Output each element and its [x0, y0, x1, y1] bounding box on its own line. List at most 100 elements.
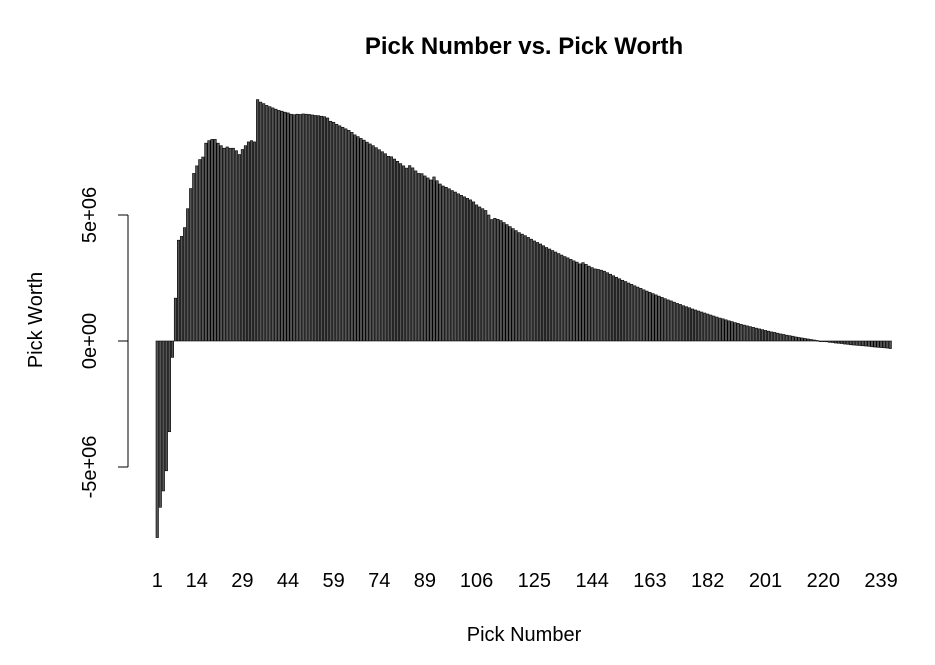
bar-pick-41: [277, 110, 281, 342]
bar-pick-43: [283, 111, 287, 342]
bar-pick-39: [271, 107, 275, 342]
y-tick-label: 0e+00: [79, 313, 101, 369]
bar-pick-52: [310, 114, 314, 342]
bar-pick-50: [304, 113, 308, 342]
bar-pick-76: [383, 153, 387, 342]
x-tick-label: 89: [414, 570, 436, 592]
bar-pick-169: [666, 299, 670, 342]
bar-pick-172: [675, 303, 679, 342]
bar-pick-74: [377, 149, 381, 342]
bar-pick-3: [161, 340, 165, 492]
bar-pick-82: [402, 165, 406, 342]
bar-pick-153: [617, 278, 622, 342]
bar-pick-6: [170, 340, 175, 358]
bar-pick-56: [322, 116, 327, 342]
bar-pick-106: [475, 204, 479, 342]
bar-pick-91: [429, 179, 433, 342]
bar-pick-181: [703, 312, 707, 342]
bar-pick-166: [657, 295, 661, 342]
bar-pick-216: [809, 339, 813, 342]
bar-pick-233: [861, 340, 865, 347]
bar-pick-20: [213, 139, 217, 342]
bar-pick-7: [173, 297, 178, 342]
bar-pick-190: [730, 321, 734, 342]
bar-pick-229: [849, 340, 853, 346]
bar-pick-175: [684, 306, 688, 342]
bar-pick-189: [727, 320, 731, 342]
bar-pick-147: [599, 269, 603, 342]
bar-pick-8: [176, 239, 181, 342]
bar-pick-225: [836, 340, 841, 344]
bar-pick-177: [690, 308, 695, 342]
bar-pick-116: [505, 224, 509, 342]
bar-pick-167: [660, 297, 664, 342]
bar-pick-15: [198, 159, 202, 342]
bar-pick-114: [499, 220, 503, 342]
bar-pick-36: [262, 103, 266, 342]
bar-pick-164: [651, 293, 655, 342]
bar-pick-115: [502, 222, 506, 342]
bar-pick-241: [885, 340, 889, 349]
bar-pick-12: [189, 188, 193, 342]
bar-pick-168: [663, 298, 667, 342]
bar-pick-182: [706, 313, 710, 342]
bar-pick-213: [800, 337, 804, 342]
x-tick-label: 163: [633, 570, 666, 592]
bar-pick-224: [833, 340, 838, 344]
bar-pick-137: [569, 259, 573, 342]
bar-pick-130: [548, 248, 552, 342]
bar-pick-79: [392, 158, 397, 342]
bar-pick-103: [465, 198, 469, 342]
bar-pick-211: [794, 336, 798, 342]
x-axis-tick-labels: 1 14 29 44 59 74 89 106 125 144 163 182 201 220 239: [152, 570, 898, 592]
bar-pick-14: [195, 165, 199, 342]
bar-pick-47: [295, 113, 299, 342]
bar-pick-32: [249, 140, 254, 342]
bar-pick-30: [243, 145, 247, 342]
x-tick-label: 239: [864, 570, 897, 592]
bar-pick-16: [201, 156, 205, 342]
bar-pick-94: [438, 183, 442, 342]
x-tick-label: 14: [186, 570, 208, 592]
x-tick-label: 201: [749, 570, 782, 592]
bar-pick-68: [359, 138, 363, 342]
x-tick-label: 220: [807, 570, 840, 592]
bar-pick-162: [645, 290, 649, 342]
bar-pick-98: [450, 190, 454, 342]
x-tick-label: 59: [323, 570, 345, 592]
bar-pick-121: [520, 233, 524, 342]
x-tick-label: 1: [152, 570, 163, 592]
bar-pick-63: [344, 128, 348, 342]
bar-pick-25: [228, 147, 232, 342]
bar-pick-203: [770, 331, 774, 342]
bar-pick-227: [843, 340, 847, 345]
bar-pick-34: [256, 99, 260, 342]
bar-pick-89: [423, 175, 427, 342]
bar-pick-209: [788, 335, 792, 342]
bar-pick-58: [329, 120, 333, 342]
bar-pick-105: [471, 201, 476, 342]
bar-pick-93: [435, 180, 439, 342]
bar-pick-183: [709, 314, 713, 342]
bar-pick-17: [204, 142, 208, 342]
bar-pick-45: [289, 113, 293, 342]
bar-pick-140: [578, 263, 582, 342]
bar-pick-208: [785, 334, 789, 342]
bar-pick-151: [611, 275, 615, 342]
bar-pick-222: [827, 340, 831, 343]
bar-pick-42: [280, 110, 284, 342]
bar-pick-84: [408, 165, 412, 342]
bar-pick-11: [186, 208, 190, 342]
x-tick-label: 44: [277, 570, 299, 592]
bar-pick-31: [246, 141, 251, 342]
bar-pick-205: [776, 332, 780, 342]
bar-pick-112: [493, 217, 497, 342]
bar-pick-159: [636, 286, 640, 342]
bar-pick-80: [395, 161, 400, 342]
bar-pick-124: [529, 238, 533, 342]
bar-pick-240: [882, 340, 886, 349]
bar-pick-212: [797, 337, 801, 342]
bar-pick-104: [468, 199, 473, 342]
bar-pick-21: [216, 142, 220, 342]
